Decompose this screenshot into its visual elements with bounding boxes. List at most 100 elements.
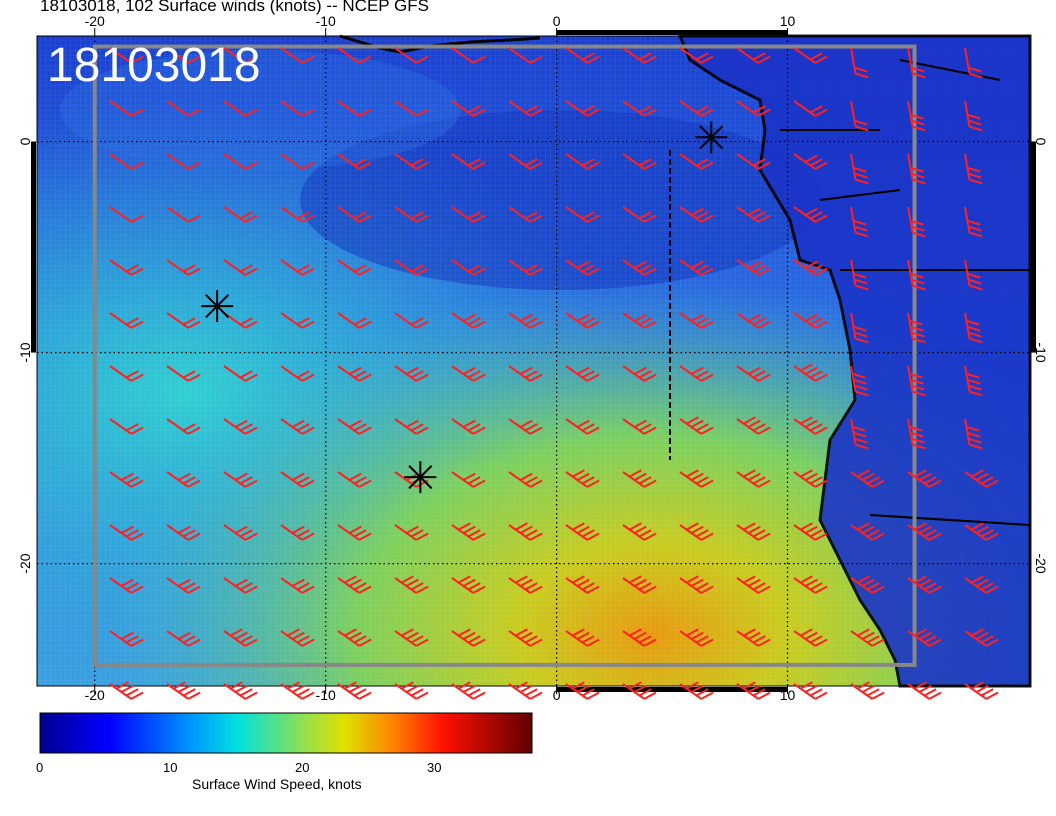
wind-barb (850, 469, 885, 488)
wind-barb (964, 259, 983, 291)
wind-barb (565, 365, 600, 382)
wind-barb (451, 471, 486, 488)
wind-barb (223, 418, 258, 435)
wind-barb (850, 365, 869, 397)
wind-barb (166, 524, 201, 541)
wind-barb (850, 575, 885, 594)
wind-barb (394, 681, 429, 700)
wind-barb (622, 100, 657, 117)
wind-barb (166, 681, 201, 700)
wind-barb (565, 100, 600, 117)
wind-barb (793, 363, 828, 382)
wind-barb (622, 47, 657, 64)
wind-barb (166, 365, 201, 382)
wind-barb (907, 259, 926, 291)
wind-barb (166, 153, 201, 170)
wind-barb (508, 365, 543, 382)
wind-barb (394, 628, 429, 647)
wind-barb (565, 575, 600, 594)
wind-barb (451, 365, 486, 382)
storm-marker-1 (695, 121, 728, 154)
wind-barb (964, 681, 999, 700)
wind-barb (337, 312, 372, 329)
wind-barb (508, 259, 543, 276)
wind-barb (394, 206, 429, 223)
wind-barb (907, 522, 942, 541)
wind-barb (964, 206, 983, 238)
wind-barb (793, 575, 828, 594)
wind-barb (736, 469, 771, 488)
wind-barb (223, 259, 258, 276)
wind-barb (736, 575, 771, 594)
wind-barb (508, 418, 543, 435)
wind-barb (337, 681, 372, 700)
lon-label-bottom: -20 (85, 687, 105, 703)
wind-barb (736, 312, 771, 329)
wind-barb (508, 153, 543, 170)
wind-barb (508, 206, 543, 223)
wind-barb (622, 469, 657, 488)
border-lines (780, 59, 1031, 526)
wind-barb (337, 259, 372, 276)
wind-barb (280, 259, 315, 276)
wind-barb (109, 418, 144, 435)
wind-barb (109, 100, 144, 117)
wind-barb (793, 100, 828, 117)
wind-barb (166, 312, 201, 329)
wind-barb (736, 47, 771, 64)
wind-barb (109, 47, 144, 64)
wind-barb (166, 47, 201, 64)
lat-label-left: -10 (17, 342, 33, 362)
wind-barb (622, 522, 657, 541)
wind-barb (964, 153, 983, 185)
wind-barb (850, 259, 869, 291)
wind-barb (508, 628, 543, 647)
scale-bar-right (1031, 141, 1036, 353)
wind-barb (280, 681, 315, 700)
wind-barb (964, 365, 983, 397)
wind-barb (280, 577, 315, 594)
wind-barb (508, 575, 543, 594)
wind-barb (565, 418, 600, 435)
wind-barb (622, 312, 657, 329)
wind-barb (850, 47, 869, 79)
wind-barbs (109, 47, 999, 700)
wind-barb (109, 577, 144, 594)
wind-barb (793, 206, 828, 223)
wind-barb (850, 153, 869, 185)
storm-marker-3 (404, 461, 437, 494)
lon-label-bottom: -10 (316, 687, 336, 703)
wind-barb (337, 575, 372, 594)
wind-barb (679, 153, 714, 170)
wind-barb (508, 312, 543, 329)
wind-barb (736, 522, 771, 541)
wind-barb (850, 522, 885, 541)
wind-barb (109, 365, 144, 382)
wind-barb (565, 206, 600, 223)
wind-barb (166, 471, 201, 488)
wind-barb (565, 469, 600, 488)
wind-barb (508, 471, 543, 488)
africa-landmass (677, 34, 1032, 688)
scale-bar-top (556, 30, 788, 35)
wind-barb (907, 365, 926, 397)
wind-barb (907, 628, 942, 647)
wind-barb (850, 100, 869, 132)
wind-barb (337, 47, 372, 64)
chart-title: 18103018, 102 Surface winds (knots) -- N… (40, 0, 429, 15)
wind-barb (622, 628, 657, 647)
wind-barb (508, 681, 543, 700)
wind-barb (679, 628, 714, 647)
colorbar-tick-30: 30 (427, 760, 442, 775)
wind-barb (337, 418, 372, 435)
wind-barb (679, 575, 714, 594)
wind-barb (508, 47, 543, 64)
wind-barb (565, 628, 600, 647)
lon-label-top: -20 (85, 13, 105, 29)
wind-barb (679, 522, 714, 541)
wind-barb (451, 312, 486, 329)
wind-barb (964, 312, 983, 344)
wind-barb (166, 630, 201, 647)
wind-barb (451, 206, 486, 223)
